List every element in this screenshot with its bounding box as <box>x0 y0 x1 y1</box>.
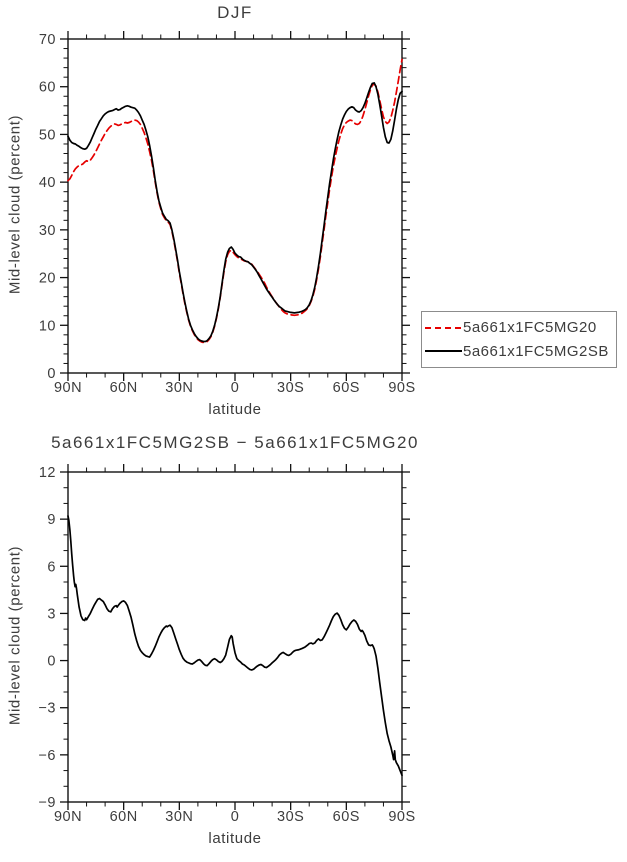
svg-text:30S: 30S <box>277 380 304 396</box>
red-dashed-line-icon <box>425 326 462 329</box>
svg-text:0: 0 <box>231 809 240 825</box>
bottom-chart-title: 5a661x1FC5MG2SB − 5a661x1FC5MG20 <box>51 433 419 452</box>
bottom-y-axis-label: Mid-level cloud (percent) <box>6 545 24 726</box>
legend-label-mg20: 5a661x1FC5MG20 <box>463 319 597 337</box>
svg-text:20: 20 <box>39 271 56 287</box>
black-solid-line-icon <box>425 350 462 353</box>
svg-text:30: 30 <box>39 223 56 239</box>
svg-text:6: 6 <box>47 559 56 575</box>
svg-text:40: 40 <box>39 175 56 191</box>
svg-text:90S: 90S <box>388 809 415 825</box>
svg-text:90N: 90N <box>54 380 82 396</box>
svg-text:9: 9 <box>47 512 56 528</box>
svg-text:10: 10 <box>39 318 56 334</box>
top-chart-title: DJF <box>217 3 253 22</box>
svg-text:3: 3 <box>47 606 56 622</box>
legend-entry-mg2sb: 5a661x1FC5MG2SB <box>425 343 613 360</box>
svg-text:90S: 90S <box>388 380 415 396</box>
legend-label-mg2sb: 5a661x1FC5MG2SB <box>463 342 609 360</box>
svg-text:60N: 60N <box>110 380 138 396</box>
svg-text:50: 50 <box>39 127 56 143</box>
top-x-axis-label: latitude <box>208 401 262 418</box>
svg-text:30S: 30S <box>277 809 304 825</box>
svg-text:70: 70 <box>39 32 56 48</box>
svg-text:0: 0 <box>47 366 56 382</box>
svg-text:90N: 90N <box>54 809 82 825</box>
top-y-axis-label: Mid-level cloud (percent) <box>6 114 24 295</box>
svg-text:0: 0 <box>47 654 56 670</box>
svg-text:60S: 60S <box>333 380 360 396</box>
svg-text:−9: −9 <box>38 795 56 811</box>
svg-text:30N: 30N <box>165 380 193 396</box>
svg-text:30N: 30N <box>165 809 193 825</box>
bottom-x-axis-label: latitude <box>208 830 262 847</box>
svg-text:12: 12 <box>39 465 56 481</box>
svg-text:−3: −3 <box>38 701 56 717</box>
svg-text:60S: 60S <box>333 809 360 825</box>
legend: 5a661x1FC5MG20 5a661x1FC5MG2SB <box>421 311 617 368</box>
svg-text:60: 60 <box>39 80 56 96</box>
svg-text:60N: 60N <box>110 809 138 825</box>
bottom-chart: 90N 60N 30N 0 30S 60S 90S −9 −6 −3 0 3 6 9 12 <box>38 464 415 825</box>
svg-text:−6: −6 <box>38 748 56 764</box>
legend-entry-mg20: 5a661x1FC5MG20 <box>425 319 613 336</box>
top-chart: 90N 60N 30N 0 30S 60S 90S 0 10 20 30 40 50 60 70 <box>39 31 415 396</box>
svg-text:0: 0 <box>231 380 240 396</box>
